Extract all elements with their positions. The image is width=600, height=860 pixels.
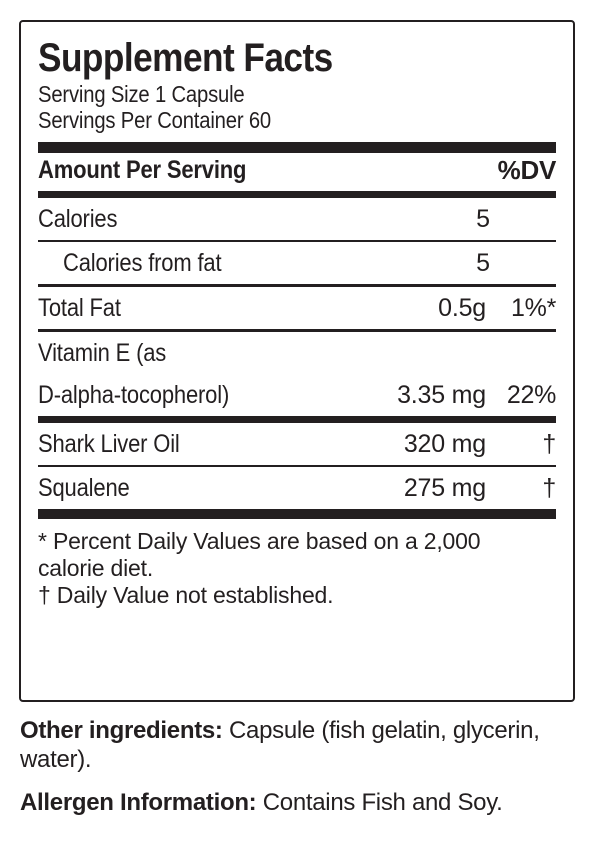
amount-per-serving-header: Amount Per Serving (38, 156, 247, 184)
allergen-text: Contains Fish and Soy. (262, 789, 503, 816)
nutrient-daily-value: 22% (506, 381, 556, 409)
other-ingredients-label: Other ingredients: (20, 717, 223, 744)
nutrient-label-continued: D-alpha-tocopherol) (38, 381, 230, 409)
nutrient-amount: 320 mg (403, 430, 486, 458)
row-divider (38, 329, 556, 332)
allergen-paragraph: Allergen Information: Contains Fish and … (20, 788, 590, 817)
table-row: Calories from fat 5 (38, 242, 556, 284)
serving-size-line: Serving Size 1 Capsule (38, 81, 245, 107)
nutrient-label: Total Fat (38, 294, 121, 322)
nutrient-amount: 5 (476, 205, 490, 233)
footnote-percent-daily-value: * Percent Daily Values are based on a 2,… (38, 528, 481, 581)
row-divider (38, 284, 556, 287)
other-ingredients-text: Capsule (fish gelatin, glycerin, water). (20, 717, 540, 773)
table-row: Total Fat 0.5g 1%* (38, 287, 556, 329)
paragraph-spacer (20, 774, 590, 788)
rule-mid-proprietary (38, 416, 556, 423)
supplement-facts-panel: Supplement Facts Serving Size 1 Capsule … (19, 20, 575, 702)
supplement-facts-content: Supplement Facts Serving Size 1 Capsule … (38, 22, 556, 609)
nutrient-amount: 275 mg (403, 474, 486, 502)
nutrient-amount: 5 (476, 249, 490, 277)
nutrient-label: Shark Liver Oil (38, 430, 180, 458)
table-row: Vitamin E (as D-alpha-tocopherol) 3.35 m… (38, 332, 556, 416)
nutrient-label: Calories from fat (63, 249, 222, 277)
nutrient-daily-value: † (542, 430, 556, 458)
nutrient-daily-value: † (542, 474, 556, 502)
footnotes: * Percent Daily Values are based on a 2,… (38, 528, 538, 609)
nutrient-label: Squalene (38, 474, 130, 502)
other-ingredients-paragraph: Other ingredients: Capsule (fish gelatin… (20, 716, 590, 774)
allergen-label: Allergen Information: (20, 789, 257, 816)
table-header-row: Amount Per Serving %DV (38, 153, 556, 191)
rule-mid-header (38, 191, 556, 198)
rule-thick-top (38, 142, 556, 153)
nutrient-label: Calories (38, 205, 118, 233)
daily-value-header: %DV (497, 155, 557, 185)
table-row: Calories 5 (38, 198, 556, 240)
panel-title: Supplement Facts (38, 36, 333, 80)
row-divider (38, 465, 556, 467)
rule-thick-bottom (38, 509, 556, 519)
footnote-daily-value-not-established: † Daily Value not established. (38, 582, 334, 608)
table-row: Shark Liver Oil 320 mg † (38, 423, 556, 465)
servings-per-container-line: Servings Per Container 60 (38, 106, 271, 133)
row-divider (38, 240, 556, 242)
nutrient-daily-value: 1%* (511, 294, 556, 322)
nutrient-label: Vitamin E (as (38, 339, 167, 367)
table-row: Squalene 275 mg † (38, 467, 556, 509)
nutrient-amount: 0.5g (438, 294, 486, 322)
nutrient-amount: 3.35 mg (397, 381, 486, 409)
below-panel-text: Other ingredients: Capsule (fish gelatin… (20, 716, 590, 817)
